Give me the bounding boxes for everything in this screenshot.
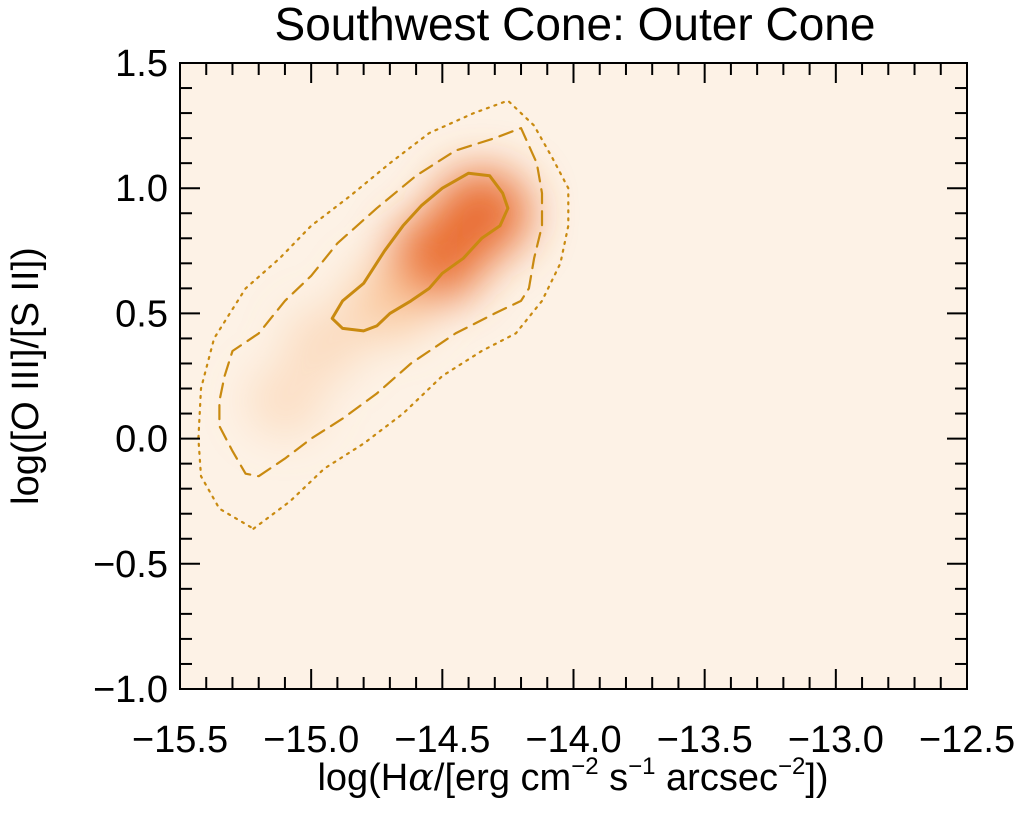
x-tick-label: −14.5 <box>394 719 490 761</box>
contour-outer <box>197 99 570 530</box>
alpha-symbol: α <box>408 755 434 799</box>
y-tick-label: 0.5 <box>115 293 168 335</box>
chart-title: Southwest Cone: Outer Cone <box>275 0 876 50</box>
contour-middle <box>218 127 544 478</box>
x-tick-label: −13.0 <box>788 719 884 761</box>
y-tick-label: 0.0 <box>115 419 168 461</box>
density-peak-3 <box>285 307 364 379</box>
y-tick-label: 1.5 <box>115 43 168 85</box>
x-axis-label: log(Hα/[erg cm−2 s−1 arcsec−2]) <box>317 753 828 799</box>
tick-marks <box>179 62 968 690</box>
density-layer <box>246 169 531 436</box>
y-tick-label: 1.0 <box>115 168 168 210</box>
contour-layer <box>197 99 570 530</box>
x-tick-label: −14.0 <box>525 719 621 761</box>
y-tick-label: −0.5 <box>93 544 168 586</box>
x-tick-label: −15.5 <box>132 719 228 761</box>
y-tick-label: −1.0 <box>93 669 168 711</box>
density-peak-2 <box>347 262 433 340</box>
contour-inner <box>330 171 510 333</box>
x-tick-label: −12.5 <box>919 719 1015 761</box>
x-tick-label: −15.0 <box>263 719 359 761</box>
y-axis-label: log([O III]/[S II]) <box>5 247 47 505</box>
x-tick-labels: −15.5 −15.0 −14.5 −14.0 −13.5 −13.0 −12.5 <box>132 719 1015 761</box>
y-tick-labels: −1.0 −0.5 0.0 0.5 1.0 1.5 <box>93 43 168 711</box>
density-peak-4 <box>246 366 324 436</box>
x-tick-label: −13.5 <box>657 719 753 761</box>
